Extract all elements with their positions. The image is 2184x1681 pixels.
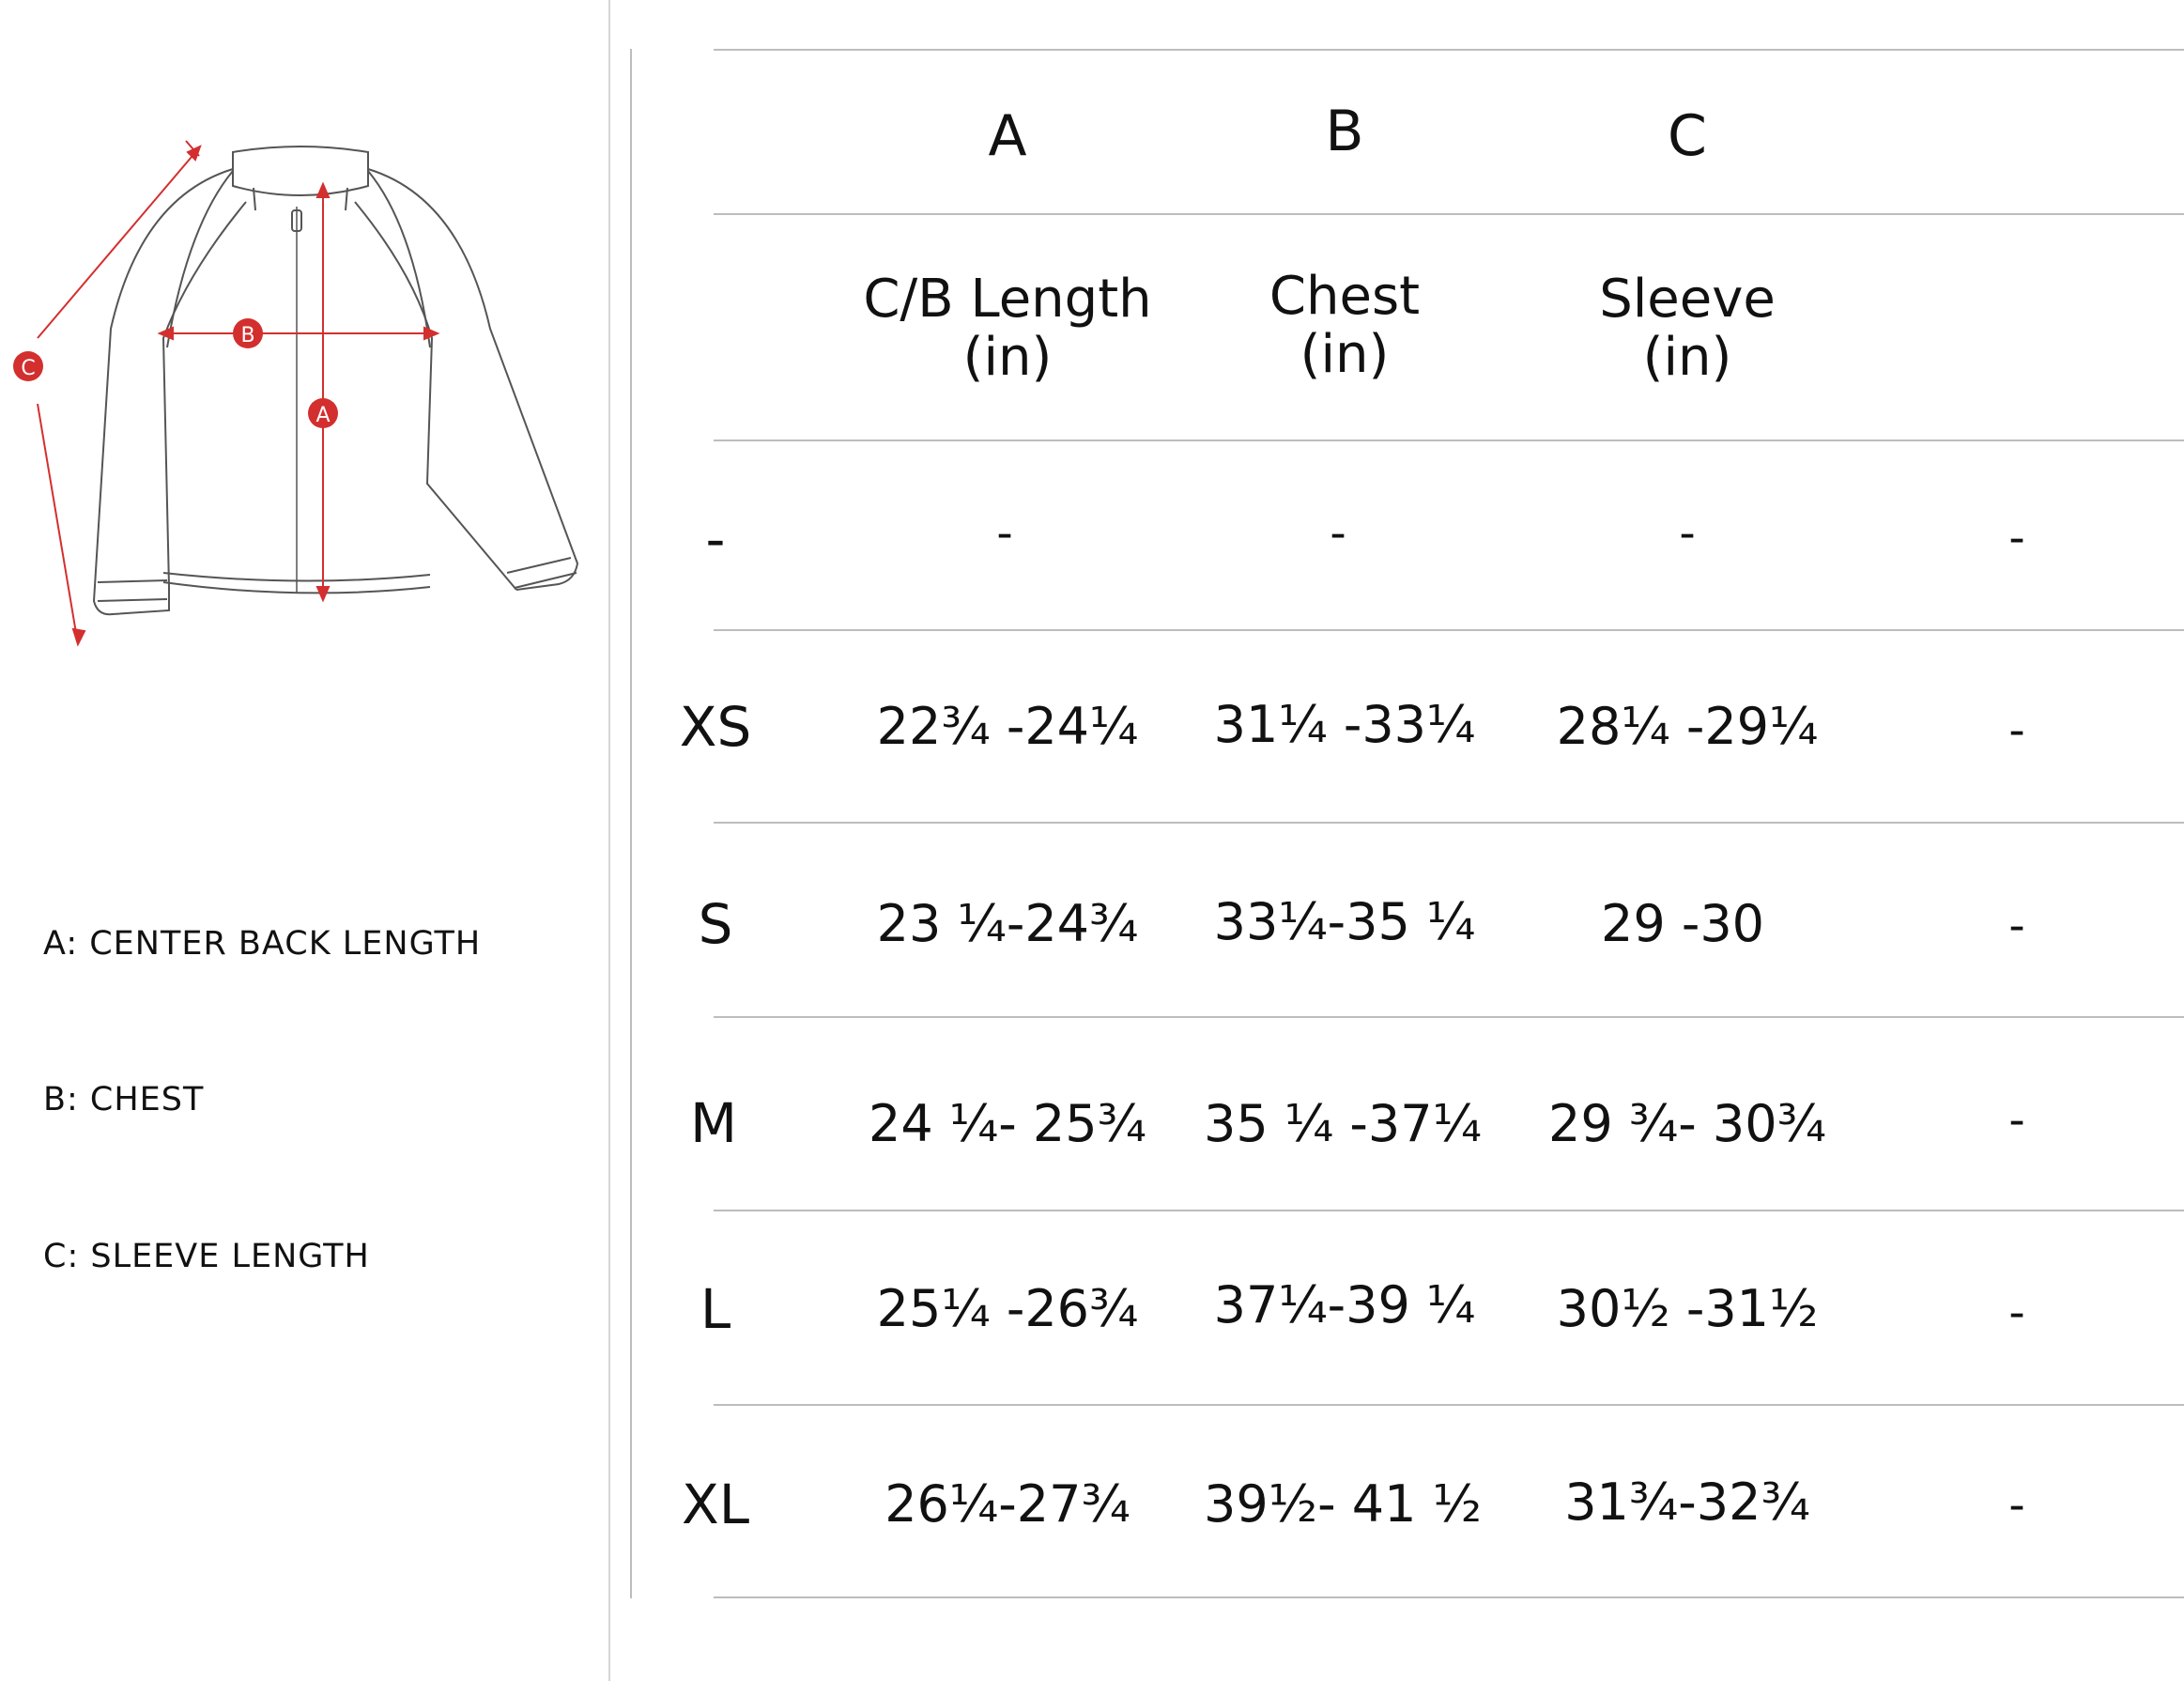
table-rule-top	[714, 49, 2184, 51]
table-rule-after-header	[714, 440, 2184, 441]
column-title-line: Chest	[1269, 266, 1421, 327]
marker-a: A	[308, 398, 338, 428]
column-title-unit: (in)	[1300, 324, 1390, 385]
row-size-label: XS	[679, 695, 752, 759]
row-cb-length: 25¼ -26¾	[876, 1279, 1139, 1338]
row-size-label: M	[689, 1091, 738, 1155]
table-rule-bottom	[714, 1596, 2184, 1598]
svg-text:A: A	[315, 404, 330, 427]
svg-text:B: B	[240, 324, 254, 347]
row-size-label: -	[705, 507, 726, 571]
column-title-unit: (in)	[1642, 327, 1732, 388]
left-panel-divider	[608, 0, 610, 1681]
row-sleeve: 31¾-32¾	[1564, 1473, 1810, 1532]
legend-a-center-back-length: A: CENTER BACK LENGTH	[43, 925, 482, 963]
row-sleeve: -	[1679, 507, 1696, 560]
row-cb-length: 26¼-27¾	[884, 1474, 1130, 1534]
column-title-sleeve: Sleeve (in)	[1599, 270, 1776, 387]
row-extra: -	[2008, 512, 2025, 564]
table-left-border	[630, 49, 632, 1598]
svg-text:C: C	[21, 357, 35, 380]
table-rule	[714, 629, 2184, 631]
measurement-lines	[37, 140, 440, 647]
row-cb-length: -	[996, 507, 1013, 560]
row-chest: 31¼ -33¼	[1213, 695, 1476, 754]
column-title-chest: Chest (in)	[1269, 268, 1420, 384]
row-cb-length: 24 ¼- 25¾	[869, 1094, 1146, 1153]
row-extra: -	[2008, 1094, 2025, 1147]
marker-c: C	[13, 351, 43, 381]
row-sleeve: 28¼ -29¼	[1556, 697, 1819, 756]
marker-b: B	[233, 318, 263, 348]
row-extra: -	[2008, 704, 2025, 757]
column-letter-a: A	[988, 103, 1027, 169]
column-title-line: Sleeve	[1599, 269, 1776, 330]
row-sleeve: 29 -30	[1600, 894, 1765, 953]
row-sleeve: 29 ¾- 30¾	[1548, 1094, 1826, 1153]
row-extra: -	[2008, 900, 2025, 952]
table-rule	[714, 1016, 2184, 1018]
legend-c-sleeve-length: C: SLEEVE LENGTH	[43, 1238, 370, 1275]
row-size-label: L	[700, 1277, 731, 1341]
column-letter-c: C	[1668, 103, 1707, 169]
row-chest: 35 ¼ -37¼	[1204, 1094, 1482, 1153]
row-size-label: S	[698, 892, 733, 956]
table-rule	[714, 822, 2184, 824]
table-rule	[714, 1404, 2184, 1406]
jacket-diagram: B A C	[13, 140, 579, 647]
row-chest: 33¼-35 ¼	[1213, 892, 1476, 951]
row-chest: 39½- 41 ½	[1204, 1474, 1482, 1534]
table-rule	[714, 1210, 2184, 1211]
column-letter-b: B	[1325, 99, 1364, 164]
row-size-label: XL	[681, 1473, 750, 1536]
column-title-cb-length: C/B Length (in)	[863, 270, 1151, 387]
row-extra: -	[2008, 1287, 2025, 1339]
legend-b-chest: B: CHEST	[43, 1081, 205, 1118]
jacket-outline-icon	[92, 146, 579, 616]
row-sleeve: 30½ -31½	[1556, 1279, 1819, 1338]
column-title-line: C/B Length	[863, 269, 1152, 330]
row-extra: -	[2008, 1479, 2025, 1532]
row-cb-length: 22¾ -24¼	[876, 697, 1139, 756]
row-chest: -	[1330, 507, 1346, 560]
column-title-unit: (in)	[962, 327, 1053, 388]
table-rule-after-letters	[714, 213, 2184, 215]
row-chest: 37¼-39 ¼	[1213, 1275, 1476, 1334]
row-cb-length: 23 ¼-24¾	[876, 894, 1139, 953]
